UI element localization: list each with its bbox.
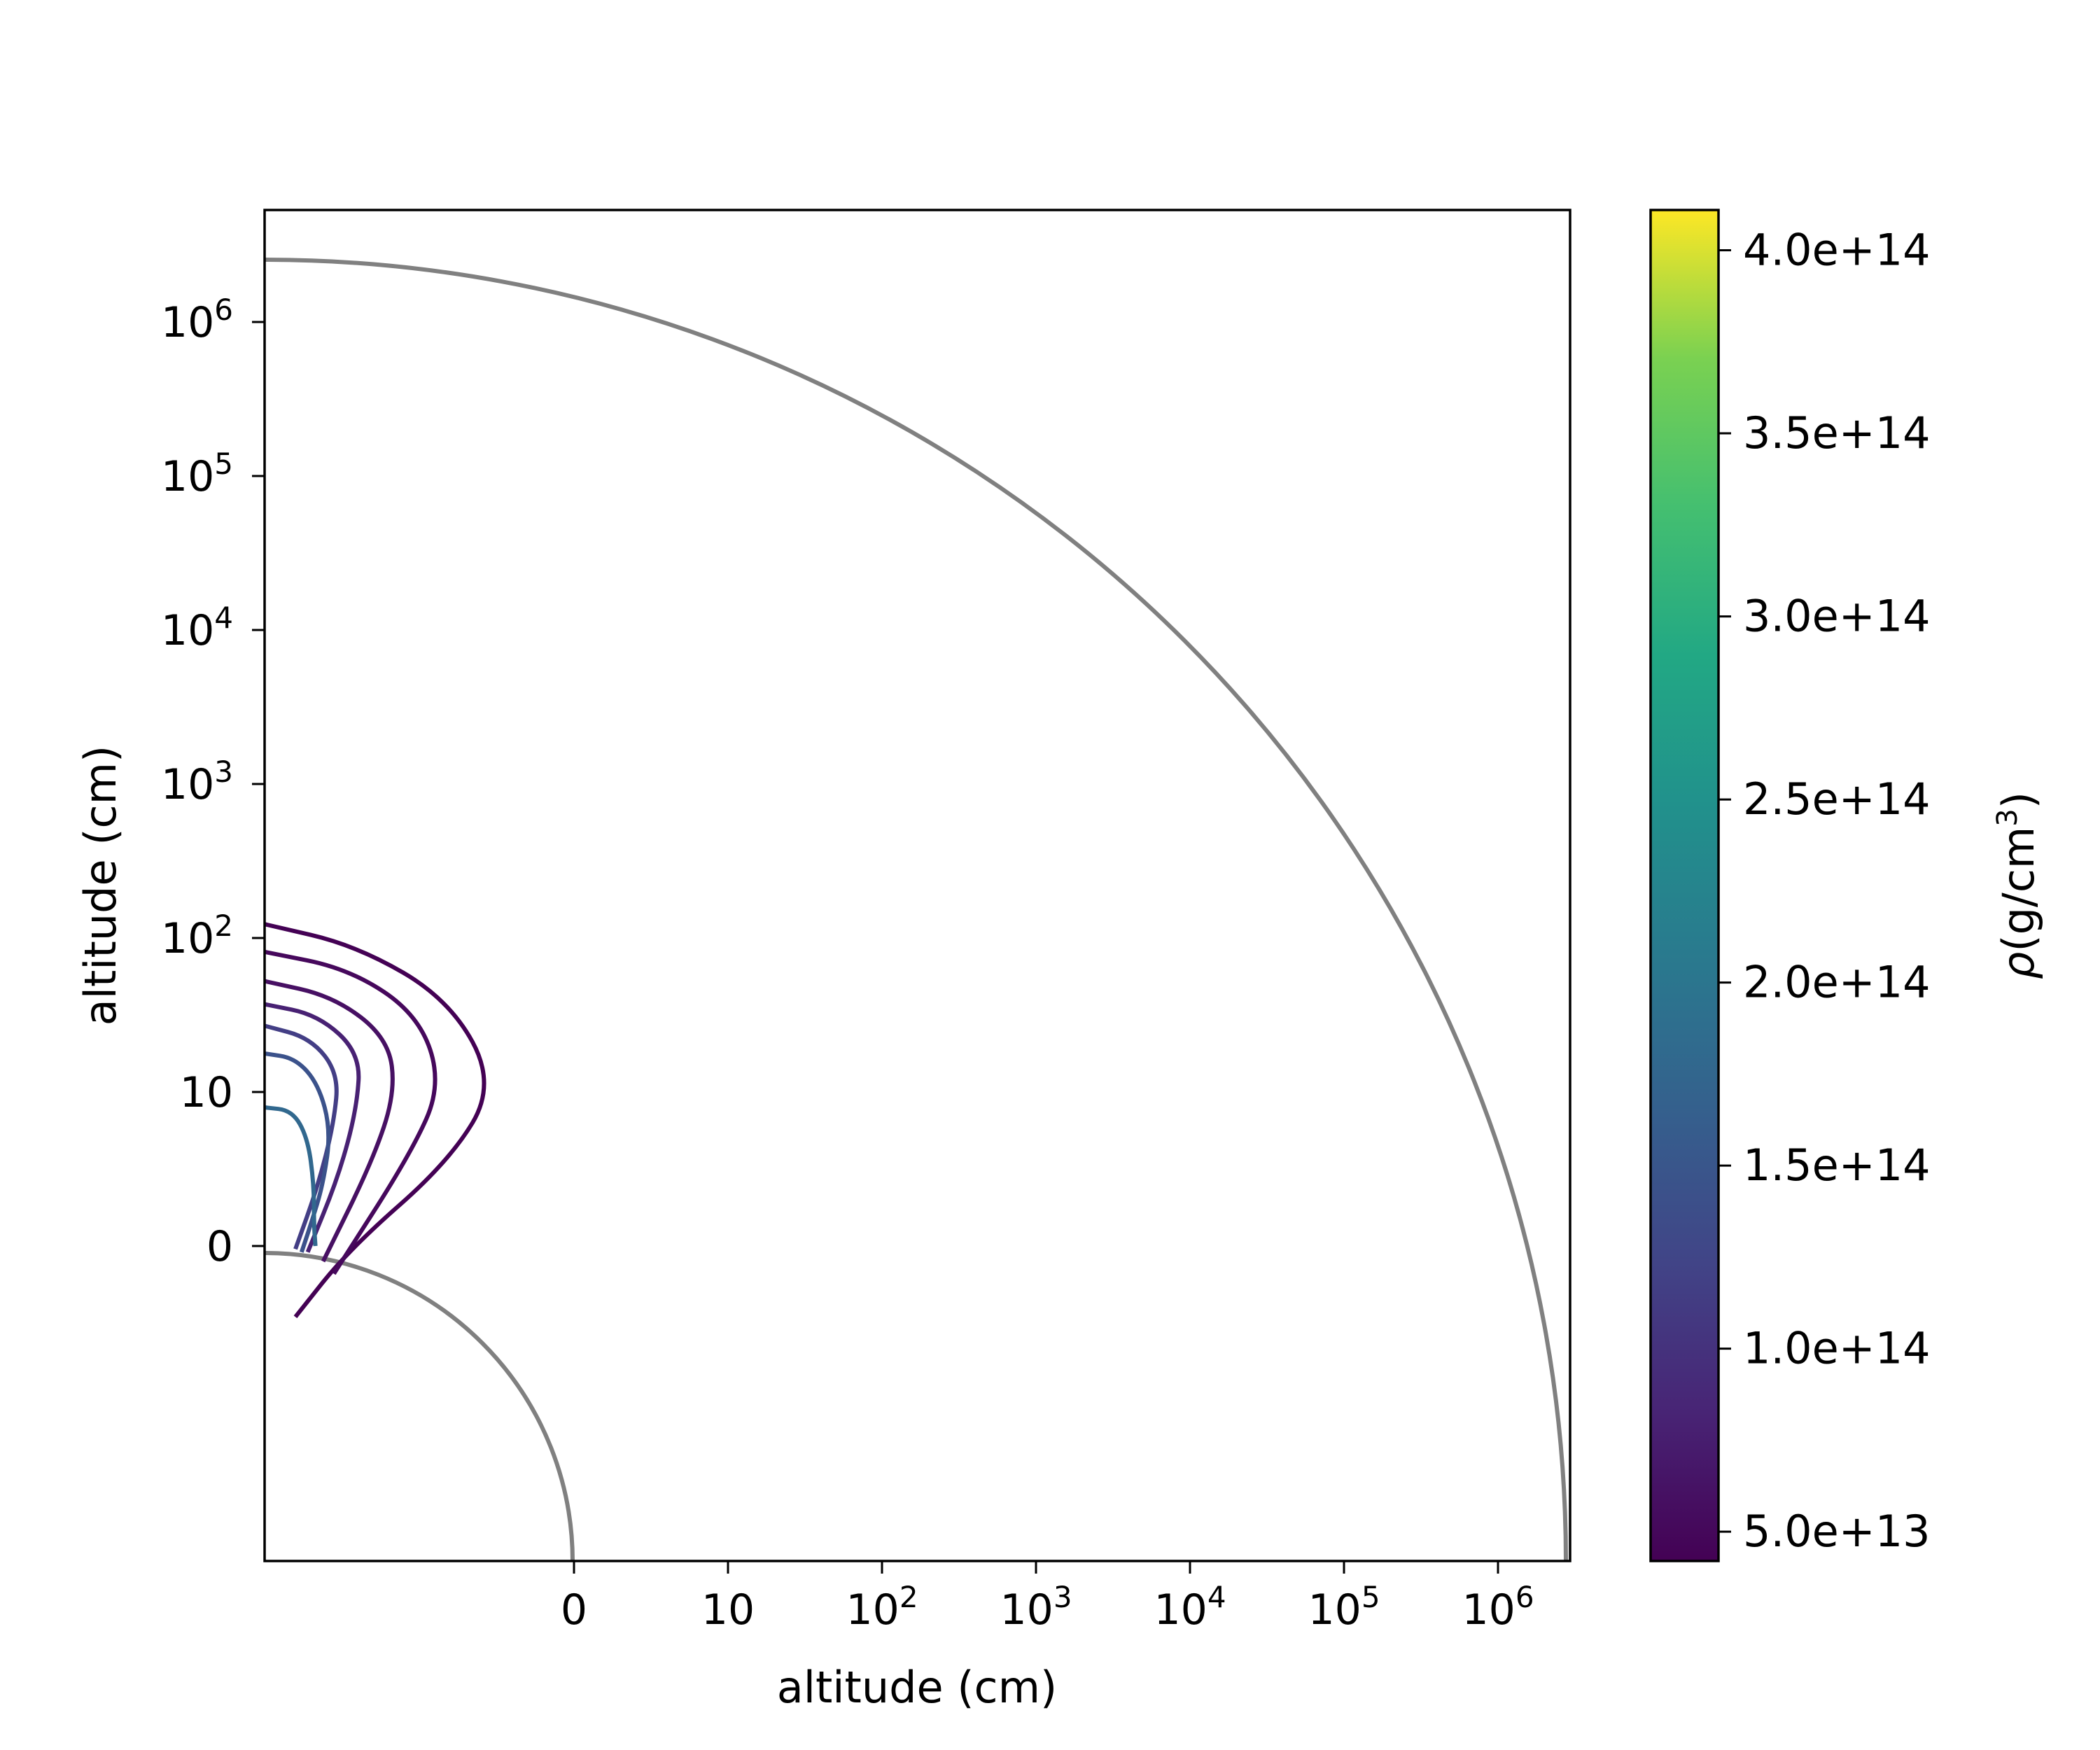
y-axis: 0 10 102 103 104 105 106: [161, 293, 265, 1271]
x-tick-label: 102: [846, 1580, 918, 1634]
colorbar-label: ρ(g/cm3): [1991, 792, 2044, 979]
contour-line-2: [265, 979, 395, 1263]
colorbar-tick-label: 1.5e+14: [1743, 1140, 1931, 1191]
x-axis-label: altitude (cm): [777, 1662, 1057, 1713]
colorbar-tick-label: 2.0e+14: [1743, 957, 1931, 1008]
colorbar-tick-label: 4.0e+14: [1743, 225, 1931, 276]
colorbar-tick-label: 3.5e+14: [1743, 407, 1931, 458]
y-tick-label: 102: [161, 909, 233, 963]
x-tick-label: 106: [1462, 1580, 1534, 1634]
colorbar-label-exp: 3: [1991, 808, 2024, 826]
y-tick-label: 104: [161, 601, 233, 655]
y-tick-label: 105: [161, 447, 233, 501]
outer-boundary-arc: [265, 258, 1568, 1561]
contour-line-6: [265, 1105, 318, 1247]
y-tick-label: 103: [161, 755, 233, 809]
colorbar-tick-label: 5.0e+13: [1743, 1506, 1931, 1557]
y-tick-label: 106: [161, 293, 233, 347]
plot-area: [263, 209, 1572, 1562]
contour-line-1: [265, 949, 438, 1275]
x-tick-label: 0: [561, 1586, 587, 1634]
contour-line-3: [265, 1002, 361, 1253]
x-tick-label: 10: [701, 1586, 755, 1634]
contour-line-5: [265, 1051, 331, 1253]
x-tick-label: 104: [1154, 1580, 1226, 1634]
colorbar: 5.0e+13 1.0e+14 1.5e+14 2.0e+14 2.5e+14 3.0e+…: [1649, 209, 2044, 1562]
colorbar-label-close: ): [1993, 792, 2044, 808]
colorbar-tick-label: 1.0e+14: [1743, 1323, 1931, 1374]
y-tick-label: 0: [206, 1222, 233, 1271]
colorbar-label-unit: (g/cm: [1993, 827, 2044, 952]
contour-line-0: [265, 922, 486, 1319]
x-tick-label: 103: [1000, 1580, 1072, 1634]
colorbar-gradient: [1649, 209, 1720, 1562]
x-axis: 0 10 102 103 104 105 106: [561, 1561, 1534, 1634]
y-tick-label: 10: [180, 1068, 233, 1117]
y-axis-label: altitude (cm): [75, 746, 126, 1026]
colorbar-tick-label: 3.0e+14: [1743, 591, 1931, 642]
plot-frame: [263, 209, 1572, 1562]
colorbar-label-symbol: ρ: [1993, 952, 2044, 979]
inner-surface-arc: [265, 1251, 575, 1561]
x-tick-label: 105: [1308, 1580, 1380, 1634]
colorbar-tick-label: 2.5e+14: [1743, 774, 1931, 825]
contour-line-4: [265, 1023, 339, 1250]
